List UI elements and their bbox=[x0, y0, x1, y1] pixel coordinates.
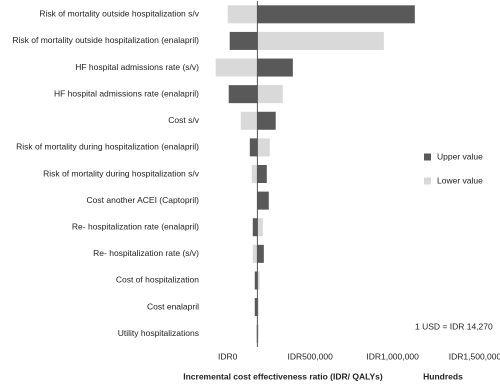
legend-label: Lower value bbox=[437, 175, 483, 185]
bar bbox=[254, 271, 258, 290]
bar bbox=[257, 218, 263, 237]
x-axis-unit: Hundreds bbox=[423, 371, 463, 381]
legend-swatch bbox=[424, 177, 431, 185]
bar bbox=[249, 138, 258, 157]
bar bbox=[215, 58, 258, 77]
bar bbox=[257, 111, 276, 130]
bar bbox=[257, 324, 259, 343]
bar bbox=[252, 218, 258, 237]
bar bbox=[257, 31, 384, 50]
x-axis-title: Incremental cost effectiveness ratio (ID… bbox=[183, 371, 383, 381]
x-tick-label: IDR1,000,000 bbox=[366, 351, 419, 361]
category-label: Re- hospitalization rate (s/v) bbox=[93, 248, 199, 258]
bar bbox=[257, 271, 260, 290]
category-label: Cost of hospitalization bbox=[116, 275, 199, 285]
bar bbox=[257, 298, 259, 317]
x-tick-label: IDR1,500,000 bbox=[449, 351, 500, 361]
category-label: HF hospital admissions rate (s/v) bbox=[75, 62, 199, 72]
legend-swatch bbox=[424, 153, 431, 161]
bar bbox=[257, 244, 264, 263]
bar bbox=[257, 138, 270, 157]
bar bbox=[257, 191, 269, 210]
bar bbox=[227, 5, 258, 24]
bar bbox=[257, 5, 415, 24]
bar bbox=[257, 165, 267, 183]
category-label: Risk of mortality outside hospitalizatio… bbox=[39, 9, 199, 19]
category-label: HF hospital admissions rate (enalapril) bbox=[54, 88, 199, 98]
category-label: Cost another ACEI (Captopril) bbox=[87, 195, 200, 205]
category-label: Risk of mortality during hospitalization… bbox=[43, 168, 200, 178]
legend-label: Upper value bbox=[437, 151, 483, 161]
category-label: Cost s/v bbox=[168, 115, 199, 125]
bar bbox=[252, 244, 258, 263]
category-label: Re- hospitalization rate (enalapril) bbox=[72, 221, 199, 231]
bar bbox=[229, 31, 258, 50]
x-tick-label: IDR0 bbox=[218, 351, 238, 361]
category-label: Utility hospitalizations bbox=[118, 328, 199, 338]
bar bbox=[257, 85, 283, 104]
category-label: Risk of mortality outside hospitalizatio… bbox=[12, 35, 199, 45]
bar bbox=[228, 85, 258, 104]
x-tick-label: IDR500,000 bbox=[287, 351, 333, 361]
annotation: 1 USD = IDR 14,270 bbox=[415, 321, 493, 331]
bar bbox=[257, 58, 293, 77]
category-label: Cost enalapril bbox=[147, 301, 199, 311]
bar bbox=[254, 298, 258, 317]
bar bbox=[240, 111, 258, 130]
category-label: Risk of mortality during hospitalization… bbox=[16, 142, 199, 152]
bar bbox=[251, 165, 258, 183]
